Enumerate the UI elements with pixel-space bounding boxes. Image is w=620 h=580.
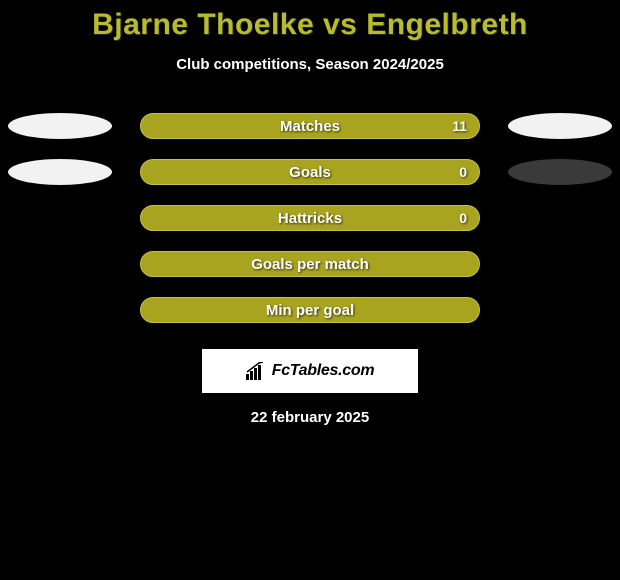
page-title: Bjarne Thoelke vs Engelbreth	[0, 8, 620, 42]
right-ellipse	[508, 159, 612, 185]
chart-icon	[246, 362, 268, 380]
logo-text: FcTables.com	[272, 362, 375, 380]
subtitle: Club competitions, Season 2024/2025	[0, 56, 620, 73]
stat-bar: Goals per match	[140, 251, 480, 277]
date-text: 22 february 2025	[0, 409, 620, 426]
stat-label: Goals per match	[251, 256, 369, 273]
stat-label: Matches	[280, 118, 340, 135]
left-ellipse	[8, 159, 112, 185]
stat-row: Min per goal	[0, 297, 620, 323]
stat-row: Goals per match	[0, 251, 620, 277]
stat-bar: Min per goal	[140, 297, 480, 323]
stat-value: 0	[459, 164, 467, 180]
stat-label: Min per goal	[266, 302, 354, 319]
stat-label: Goals	[289, 164, 331, 181]
stat-value: 0	[459, 210, 467, 226]
stat-row: Hattricks 0	[0, 205, 620, 231]
stat-bar: Goals 0	[140, 159, 480, 185]
stat-bar: Matches 11	[140, 113, 480, 139]
stat-bar: Hattricks 0	[140, 205, 480, 231]
stat-rows: Matches 11 Goals 0 Hattricks 0 Goals per match…	[0, 113, 620, 323]
infographic-container: Bjarne Thoelke vs Engelbreth Club compet…	[0, 0, 620, 426]
right-ellipse	[508, 113, 612, 139]
stat-value: 11	[452, 118, 467, 134]
stat-row: Goals 0	[0, 159, 620, 185]
stat-row: Matches 11	[0, 113, 620, 139]
logo-box: FcTables.com	[202, 349, 418, 393]
left-ellipse	[8, 113, 112, 139]
stat-label: Hattricks	[278, 210, 342, 227]
